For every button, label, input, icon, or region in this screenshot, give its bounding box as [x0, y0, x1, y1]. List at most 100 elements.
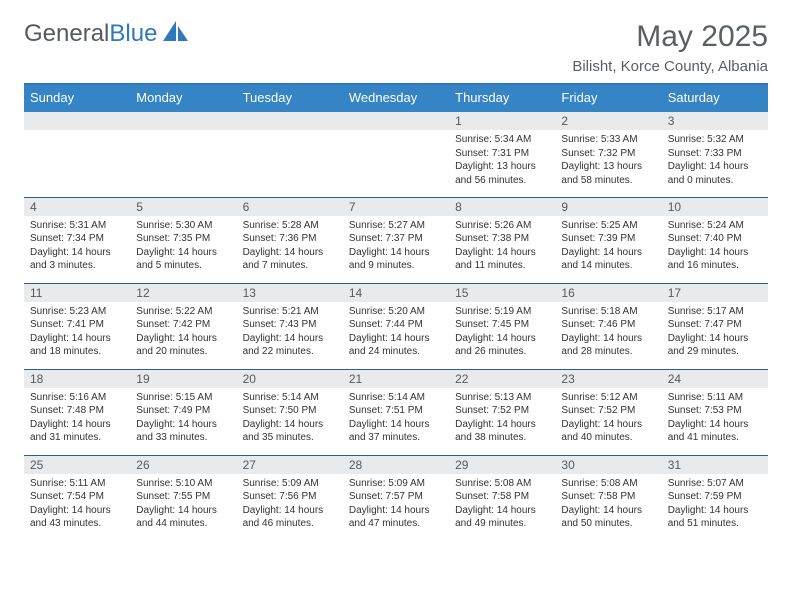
- calendar-week-row: 1Sunrise: 5:34 AMSunset: 7:31 PMDaylight…: [24, 111, 768, 197]
- day-info: Sunrise: 5:32 AMSunset: 7:33 PMDaylight:…: [662, 130, 768, 191]
- day-number: 27: [237, 456, 343, 474]
- day-info: Sunrise: 5:25 AMSunset: 7:39 PMDaylight:…: [555, 216, 661, 277]
- calendar-day-cell: 21Sunrise: 5:14 AMSunset: 7:51 PMDayligh…: [343, 369, 449, 455]
- day-info: Sunrise: 5:09 AMSunset: 7:56 PMDaylight:…: [237, 474, 343, 535]
- day-info: Sunrise: 5:11 AMSunset: 7:54 PMDaylight:…: [24, 474, 130, 535]
- day-info: Sunrise: 5:08 AMSunset: 7:58 PMDaylight:…: [555, 474, 661, 535]
- day-number: 20: [237, 370, 343, 388]
- calendar-day-cell: 15Sunrise: 5:19 AMSunset: 7:45 PMDayligh…: [449, 283, 555, 369]
- day-number: 9: [555, 198, 661, 216]
- calendar-day-cell: [24, 111, 130, 197]
- day-info: Sunrise: 5:27 AMSunset: 7:37 PMDaylight:…: [343, 216, 449, 277]
- logo-text-general: General: [24, 20, 109, 47]
- calendar-day-cell: 19Sunrise: 5:15 AMSunset: 7:49 PMDayligh…: [130, 369, 236, 455]
- logo: GeneralBlue: [24, 20, 189, 48]
- day-number: 1: [449, 112, 555, 130]
- dayname-header: Saturday: [662, 84, 768, 111]
- empty-day-header: [130, 112, 236, 130]
- day-info: Sunrise: 5:23 AMSunset: 7:41 PMDaylight:…: [24, 302, 130, 363]
- day-info: Sunrise: 5:33 AMSunset: 7:32 PMDaylight:…: [555, 130, 661, 191]
- calendar-day-cell: 26Sunrise: 5:10 AMSunset: 7:55 PMDayligh…: [130, 455, 236, 541]
- calendar-day-cell: 1Sunrise: 5:34 AMSunset: 7:31 PMDaylight…: [449, 111, 555, 197]
- day-number: 3: [662, 112, 768, 130]
- day-number: 22: [449, 370, 555, 388]
- day-info: Sunrise: 5:30 AMSunset: 7:35 PMDaylight:…: [130, 216, 236, 277]
- day-number: 6: [237, 198, 343, 216]
- calendar-body: 1Sunrise: 5:34 AMSunset: 7:31 PMDaylight…: [24, 111, 768, 541]
- month-title: May 2025: [572, 20, 768, 54]
- day-info: Sunrise: 5:12 AMSunset: 7:52 PMDaylight:…: [555, 388, 661, 449]
- day-number: 23: [555, 370, 661, 388]
- calendar-day-cell: 13Sunrise: 5:21 AMSunset: 7:43 PMDayligh…: [237, 283, 343, 369]
- day-number: 8: [449, 198, 555, 216]
- day-number: 7: [343, 198, 449, 216]
- day-number: 16: [555, 284, 661, 302]
- calendar-day-cell: 16Sunrise: 5:18 AMSunset: 7:46 PMDayligh…: [555, 283, 661, 369]
- day-info: Sunrise: 5:19 AMSunset: 7:45 PMDaylight:…: [449, 302, 555, 363]
- day-info: Sunrise: 5:24 AMSunset: 7:40 PMDaylight:…: [662, 216, 768, 277]
- day-number: 26: [130, 456, 236, 474]
- day-number: 15: [449, 284, 555, 302]
- day-number: 19: [130, 370, 236, 388]
- calendar-day-cell: 5Sunrise: 5:30 AMSunset: 7:35 PMDaylight…: [130, 197, 236, 283]
- calendar-day-cell: 18Sunrise: 5:16 AMSunset: 7:48 PMDayligh…: [24, 369, 130, 455]
- calendar-day-cell: 8Sunrise: 5:26 AMSunset: 7:38 PMDaylight…: [449, 197, 555, 283]
- day-number: 5: [130, 198, 236, 216]
- calendar-day-cell: 11Sunrise: 5:23 AMSunset: 7:41 PMDayligh…: [24, 283, 130, 369]
- day-number: 29: [449, 456, 555, 474]
- calendar-day-cell: 29Sunrise: 5:08 AMSunset: 7:58 PMDayligh…: [449, 455, 555, 541]
- day-number: 17: [662, 284, 768, 302]
- day-number: 2: [555, 112, 661, 130]
- day-number: 30: [555, 456, 661, 474]
- calendar-day-cell: [343, 111, 449, 197]
- logo-text: GeneralBlue: [24, 20, 157, 48]
- dayname-header: Thursday: [449, 84, 555, 111]
- calendar-day-cell: 4Sunrise: 5:31 AMSunset: 7:34 PMDaylight…: [24, 197, 130, 283]
- day-info: Sunrise: 5:34 AMSunset: 7:31 PMDaylight:…: [449, 130, 555, 191]
- calendar-day-cell: 20Sunrise: 5:14 AMSunset: 7:50 PMDayligh…: [237, 369, 343, 455]
- day-info: Sunrise: 5:07 AMSunset: 7:59 PMDaylight:…: [662, 474, 768, 535]
- day-number: 11: [24, 284, 130, 302]
- dayname-header: Monday: [130, 84, 236, 111]
- calendar-day-cell: 25Sunrise: 5:11 AMSunset: 7:54 PMDayligh…: [24, 455, 130, 541]
- day-number: 31: [662, 456, 768, 474]
- calendar-day-cell: 6Sunrise: 5:28 AMSunset: 7:36 PMDaylight…: [237, 197, 343, 283]
- day-info: Sunrise: 5:15 AMSunset: 7:49 PMDaylight:…: [130, 388, 236, 449]
- logo-sail-icon: [163, 21, 189, 48]
- day-info: Sunrise: 5:22 AMSunset: 7:42 PMDaylight:…: [130, 302, 236, 363]
- day-number: 25: [24, 456, 130, 474]
- calendar-table: SundayMondayTuesdayWednesdayThursdayFrid…: [24, 83, 768, 541]
- calendar-day-cell: 24Sunrise: 5:11 AMSunset: 7:53 PMDayligh…: [662, 369, 768, 455]
- calendar-day-cell: 30Sunrise: 5:08 AMSunset: 7:58 PMDayligh…: [555, 455, 661, 541]
- day-number: 24: [662, 370, 768, 388]
- dayname-row: SundayMondayTuesdayWednesdayThursdayFrid…: [24, 84, 768, 111]
- calendar-day-cell: 23Sunrise: 5:12 AMSunset: 7:52 PMDayligh…: [555, 369, 661, 455]
- dayname-header: Tuesday: [237, 84, 343, 111]
- calendar-day-cell: 31Sunrise: 5:07 AMSunset: 7:59 PMDayligh…: [662, 455, 768, 541]
- day-info: Sunrise: 5:20 AMSunset: 7:44 PMDaylight:…: [343, 302, 449, 363]
- empty-day-header: [343, 112, 449, 130]
- day-number: 18: [24, 370, 130, 388]
- calendar-day-cell: 3Sunrise: 5:32 AMSunset: 7:33 PMDaylight…: [662, 111, 768, 197]
- dayname-header: Friday: [555, 84, 661, 111]
- day-info: Sunrise: 5:16 AMSunset: 7:48 PMDaylight:…: [24, 388, 130, 449]
- logo-text-blue: Blue: [109, 20, 157, 47]
- day-number: 21: [343, 370, 449, 388]
- calendar-day-cell: 14Sunrise: 5:20 AMSunset: 7:44 PMDayligh…: [343, 283, 449, 369]
- day-info: Sunrise: 5:13 AMSunset: 7:52 PMDaylight:…: [449, 388, 555, 449]
- day-number: 13: [237, 284, 343, 302]
- day-info: Sunrise: 5:08 AMSunset: 7:58 PMDaylight:…: [449, 474, 555, 535]
- calendar-day-cell: 9Sunrise: 5:25 AMSunset: 7:39 PMDaylight…: [555, 197, 661, 283]
- calendar-day-cell: 10Sunrise: 5:24 AMSunset: 7:40 PMDayligh…: [662, 197, 768, 283]
- calendar-week-row: 18Sunrise: 5:16 AMSunset: 7:48 PMDayligh…: [24, 369, 768, 455]
- day-number: 14: [343, 284, 449, 302]
- day-info: Sunrise: 5:28 AMSunset: 7:36 PMDaylight:…: [237, 216, 343, 277]
- day-number: 10: [662, 198, 768, 216]
- page-header: GeneralBlue May 2025 Bilisht, Korce Coun…: [24, 20, 768, 75]
- calendar-day-cell: 7Sunrise: 5:27 AMSunset: 7:37 PMDaylight…: [343, 197, 449, 283]
- day-number: 28: [343, 456, 449, 474]
- day-info: Sunrise: 5:14 AMSunset: 7:51 PMDaylight:…: [343, 388, 449, 449]
- calendar-day-cell: 22Sunrise: 5:13 AMSunset: 7:52 PMDayligh…: [449, 369, 555, 455]
- calendar-day-cell: 17Sunrise: 5:17 AMSunset: 7:47 PMDayligh…: [662, 283, 768, 369]
- day-number: 4: [24, 198, 130, 216]
